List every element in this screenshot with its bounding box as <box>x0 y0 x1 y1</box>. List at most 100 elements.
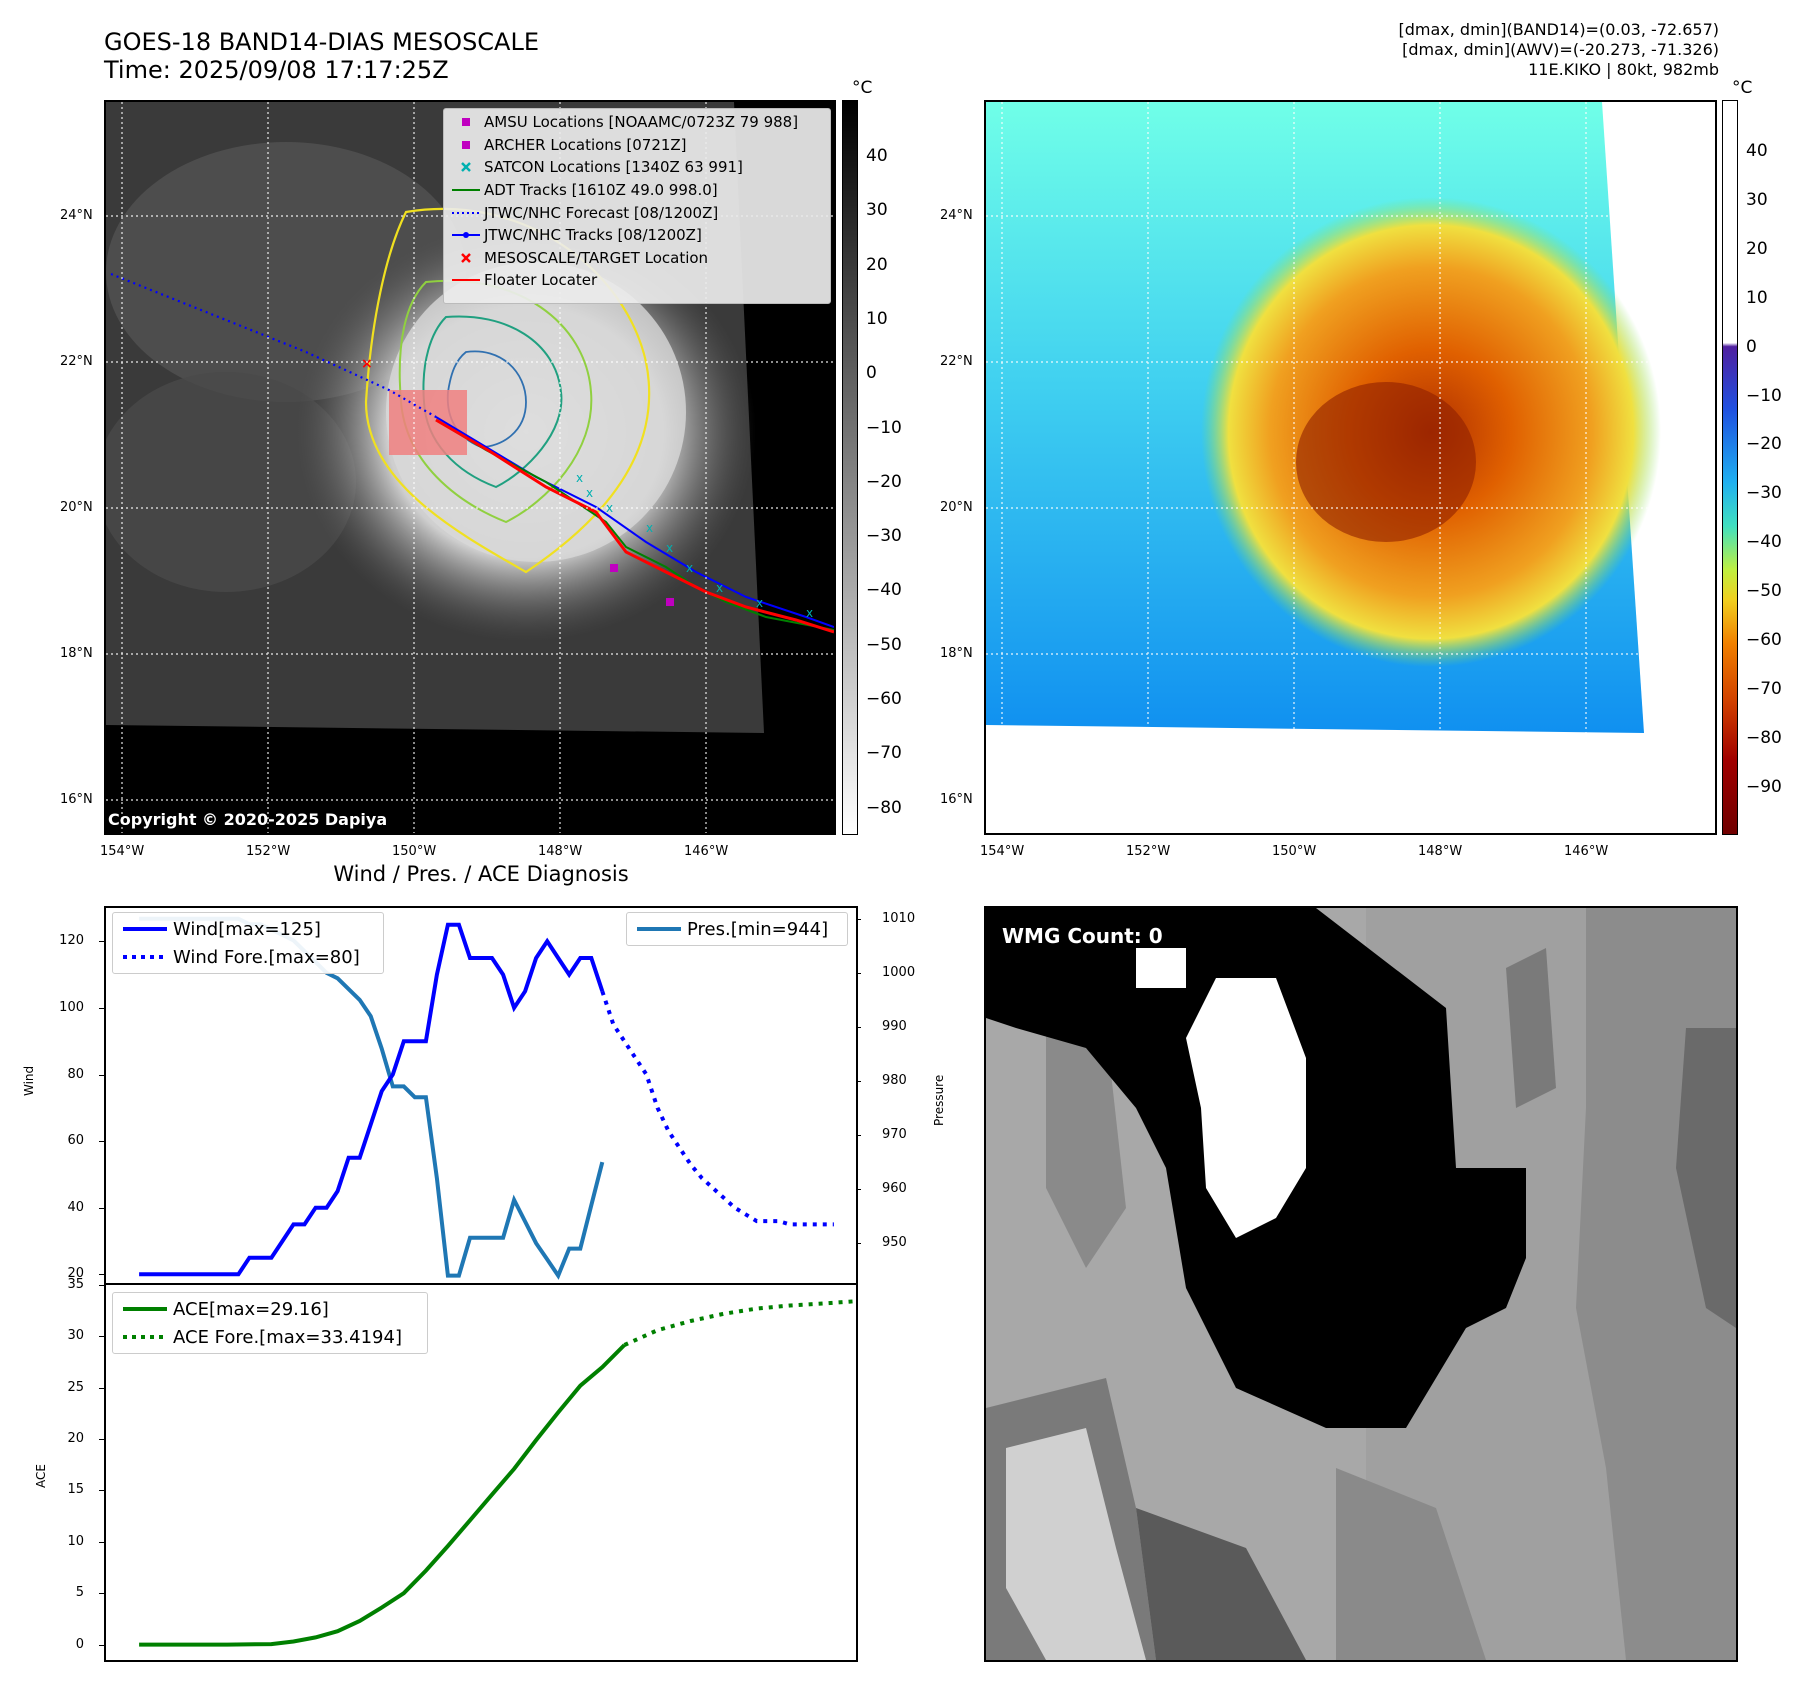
wind-axis-label: Wind <box>22 1065 36 1096</box>
diagnosis-legend-label: Wind[max=125] <box>173 918 321 940</box>
axis-tick-mark <box>99 1593 104 1595</box>
ir-legend-label: SATCON Locations [1340Z 63 991] <box>484 158 743 177</box>
legend-symbol-icon <box>448 184 484 196</box>
lon-label: 152°W <box>246 844 291 859</box>
info-line-3: 11E.KIKO | 80kt, 982mb <box>1528 60 1719 79</box>
axis-tick-label: 0 <box>75 1636 84 1652</box>
lat-label: 20°N <box>60 500 93 515</box>
lat-label: 24°N <box>60 208 93 223</box>
diagnosis-legend-label: ACE[max=29.16] <box>173 1298 329 1320</box>
axis-tick-mark <box>856 918 861 920</box>
colorbar-tick: −20 <box>1746 434 1782 455</box>
info-line-1: [dmax, dmin](BAND14)=(0.03, -72.657) <box>1398 20 1720 39</box>
jtwc-track <box>435 416 834 628</box>
colorbar-tick: 0 <box>1746 336 1757 357</box>
axis-tick-mark <box>99 1644 104 1646</box>
colorbar-tick: 40 <box>866 146 888 166</box>
legend-symbol-icon <box>448 139 484 151</box>
legend-line-icon <box>117 951 173 963</box>
lon-label: 154°W <box>980 844 1025 859</box>
axis-tick-label: 1010 <box>882 910 916 926</box>
legend-symbol-icon <box>448 274 484 286</box>
floater-box <box>389 390 467 455</box>
wmg-panel: WMG Count: 0 <box>984 906 1738 1662</box>
colorbar-tick: −70 <box>1746 678 1782 699</box>
svg-text:x: x <box>646 521 653 535</box>
colorbar-tick: 40 <box>1746 141 1768 161</box>
ir-colorbar-unit: °C <box>852 78 873 98</box>
mesoscale-target-marker: × <box>361 356 373 372</box>
axis-tick-label: 40 <box>67 1199 84 1215</box>
colorbar-tick: 10 <box>866 308 888 329</box>
awv-panel <box>984 100 1717 835</box>
ace-axis-label: ACE <box>34 1464 48 1488</box>
axis-tick-label: 60 <box>67 1133 84 1149</box>
colorbar-tick: −40 <box>1746 532 1782 553</box>
axis-tick-label: 5 <box>75 1585 84 1601</box>
colorbar-tick: −70 <box>866 743 902 764</box>
axis-tick-mark <box>99 1007 104 1009</box>
lon-label: 148°W <box>1418 844 1463 859</box>
axis-tick-label: 120 <box>59 933 84 949</box>
diagnosis-legend-item: Wind Fore.[max=80] <box>117 943 379 971</box>
axis-tick-mark <box>99 1541 104 1543</box>
lon-label: 154°W <box>100 844 145 859</box>
axis-tick-mark <box>99 1439 104 1441</box>
ir-legend-item: JTWC/NHC Forecast [08/1200Z] <box>448 201 826 224</box>
axis-tick-mark <box>99 1141 104 1143</box>
ir-legend-label: JTWC/NHC Forecast [08/1200Z] <box>484 203 719 222</box>
colorbar-tick: −80 <box>866 797 902 818</box>
colorbar-tick: 30 <box>866 200 888 221</box>
axis-tick-label: 990 <box>882 1018 907 1034</box>
diagnosis-legend-item: Wind[max=125] <box>117 915 379 943</box>
colorbar-tick: −60 <box>1746 630 1782 650</box>
colorbar-tick: −40 <box>866 580 902 601</box>
lat-label: 24°N <box>940 208 973 223</box>
figure-title: GOES-18 BAND14-DIAS MESOSCALE Time: 2025… <box>104 28 539 84</box>
ace-series-line <box>139 1343 626 1647</box>
legend-symbol-icon <box>448 207 484 219</box>
axis-tick-label: 980 <box>882 1072 907 1088</box>
colorbar-tick: −20 <box>866 471 902 492</box>
axis-tick-mark <box>99 1274 104 1276</box>
axis-tick-label: 30 <box>67 1328 84 1344</box>
legend-symbol-icon <box>448 161 484 173</box>
lon-label: 148°W <box>538 844 583 859</box>
colorbar-tick: −60 <box>866 689 902 709</box>
axis-tick-mark <box>99 1207 104 1209</box>
wind-legend: Wind[max=125] Wind Fore.[max=80] <box>112 912 384 974</box>
ir-legend-label: ADT Tracks [1610Z 49.0 998.0] <box>484 181 718 200</box>
lat-label: 22°N <box>940 354 973 369</box>
info-line-2: [dmax, dmin](AWV)=(-20.273, -71.326) <box>1402 40 1719 59</box>
lat-label: 22°N <box>60 354 93 369</box>
awv-colorbar <box>1722 100 1738 835</box>
diagnosis-legend-label: Wind Fore.[max=80] <box>173 946 360 968</box>
ir-legend-item: ADT Tracks [1610Z 49.0 998.0] <box>448 179 826 202</box>
colorbar-tick: 10 <box>1746 287 1768 308</box>
legend-symbol-icon <box>448 116 484 128</box>
axis-tick-mark <box>99 1074 104 1076</box>
colorbar-tick: −30 <box>1746 483 1782 504</box>
svg-text:x: x <box>586 486 593 500</box>
diagnosis-divider <box>106 1283 856 1285</box>
axis-tick-label: 20 <box>67 1266 84 1282</box>
lat-label: 16°N <box>60 792 93 807</box>
diagnosis-legend-label: Pres.[min=944] <box>687 918 829 940</box>
ir-legend-label: MESOSCALE/TARGET Location <box>484 248 709 267</box>
wind-series-line <box>139 922 605 1277</box>
archer-marker <box>666 598 674 606</box>
jtwc-forecast-track <box>110 272 437 418</box>
diagnosis-svg <box>139 916 856 1647</box>
axis-tick-mark <box>99 1336 104 1338</box>
axis-tick-mark <box>856 1026 861 1028</box>
adt-track <box>435 419 834 631</box>
axis-tick-label: 80 <box>67 1066 84 1082</box>
legend-symbol-icon <box>448 229 484 241</box>
colorbar-tick: 20 <box>1746 238 1768 259</box>
ir-colorbar <box>842 100 858 835</box>
ir-legend-label: Floater Locater <box>484 271 598 290</box>
awv-colorbar-unit: °C <box>1732 78 1753 98</box>
svg-text:x: x <box>686 561 693 575</box>
storm-info: [dmax, dmin](BAND14)=(0.03, -72.657) [dm… <box>1399 20 1720 80</box>
